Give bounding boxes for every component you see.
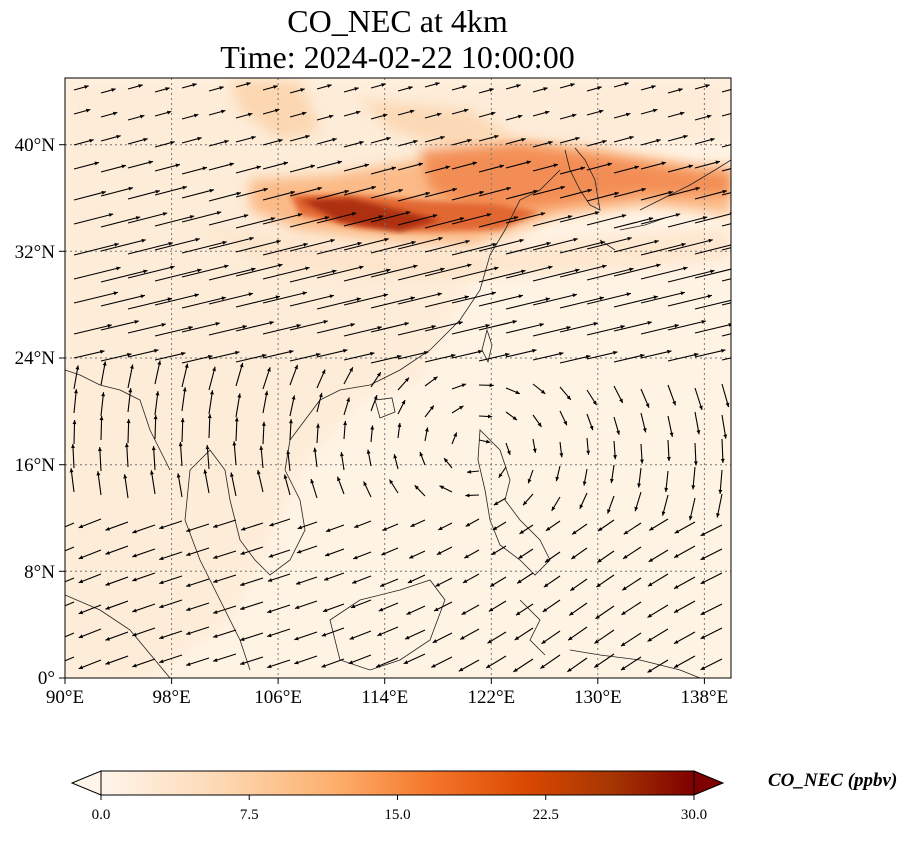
colorbar-min-extend [72, 771, 101, 795]
wind-arrow-head [762, 238, 766, 242]
lat-tick-label: 16°N [15, 455, 56, 476]
lon-tick-label: 122°E [467, 687, 515, 708]
wind-arrow-head [737, 266, 741, 270]
wind-arrow-head [732, 87, 736, 91]
lon-tick-label: 106°E [254, 687, 302, 708]
colorbar-gradient [101, 771, 694, 795]
wind-arrow-head [755, 326, 759, 330]
wind-arrow-head [52, 663, 56, 667]
colorbar-tick-label: 15.0 [384, 807, 410, 823]
lat-tick-label: 40°N [15, 135, 56, 156]
colorbar-tick-label: 7.5 [240, 807, 259, 823]
wind-arrow-head [764, 269, 768, 273]
colorbar: 0.0 7.5 15.0 22.5 30.0 [72, 771, 723, 823]
lat-tick-label: 32°N [15, 242, 56, 263]
lat-tick-label: 8°N [24, 562, 55, 583]
wind-arrow-head [734, 111, 738, 115]
wind-arrow-head [749, 186, 753, 190]
wind-arrow-head [757, 215, 761, 219]
wind-arrow-head [52, 584, 56, 588]
colorbar-tick-label: 22.5 [533, 807, 559, 823]
lon-tick-label: 114°E [361, 687, 408, 708]
wind-arrow-head [52, 608, 56, 612]
wind-arrow-head [737, 141, 741, 145]
lat-tick-label: 24°N [15, 348, 56, 369]
colorbar-label: CO_NEC (ppbv) [768, 770, 897, 792]
wind-arrow-head [743, 164, 747, 168]
lon-tick-label: 130°E [574, 687, 622, 708]
wind-arrow-head [735, 297, 739, 301]
lon-tick-label: 90°E [46, 687, 84, 708]
wind-arrow-head [52, 639, 56, 643]
colorbar-max-extend [694, 771, 723, 795]
wind-arrow-head [52, 529, 56, 533]
wind-arrow-head [52, 553, 56, 557]
wind-arrow-head [735, 242, 739, 246]
wind-arrow-head [762, 293, 766, 297]
colorbar-tick-label: 0.0 [92, 807, 111, 823]
lat-tick-label: 0° [38, 668, 55, 689]
lon-tick-label: 98°E [152, 687, 190, 708]
lon-tick-label: 138°E [681, 687, 729, 708]
colorbar-tick-label: 30.0 [681, 807, 707, 823]
wind-arrow-head [748, 352, 752, 356]
